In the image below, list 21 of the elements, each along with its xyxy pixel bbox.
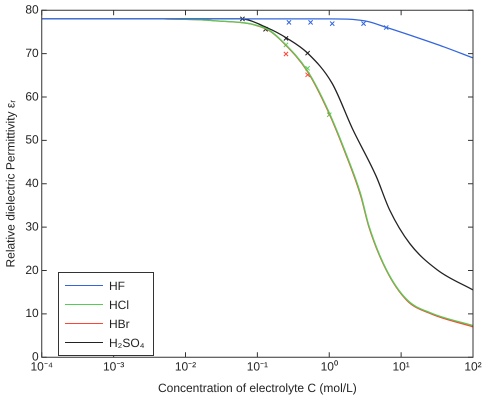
y-tick-label: 60	[25, 89, 40, 104]
y-tick-label: 50	[25, 132, 40, 147]
x-tick-label: 10⁻²	[174, 360, 196, 374]
x-tick-label: 10⁻³	[102, 360, 124, 374]
legend-label: HF	[109, 278, 125, 292]
y-tick-label: 80	[25, 2, 40, 17]
x-tick-label: 10⁰	[320, 360, 338, 374]
x-tick-label: 10⁻⁴	[30, 360, 54, 374]
x-tick-label: 10¹	[392, 360, 410, 374]
x-tick-label: 10²	[464, 360, 482, 374]
legend-label: HCl	[109, 298, 129, 312]
y-tick-label: 10	[25, 306, 40, 320]
y-tick-label: 20	[25, 262, 40, 277]
y-axis-title: Relative dielectric Permittivity εᵣ	[4, 100, 18, 268]
y-tick-label: 40	[25, 176, 40, 190]
y-tick-label: 30	[25, 219, 40, 234]
y-tick-label: 70	[25, 46, 40, 60]
x-tick-label: 10⁻¹	[246, 360, 268, 374]
legend-label: H₂SO₄	[109, 336, 145, 350]
x-axis-title: Concentration of electrolyte C (mol/L)	[158, 381, 357, 396]
legend-label: HBr	[109, 316, 130, 330]
